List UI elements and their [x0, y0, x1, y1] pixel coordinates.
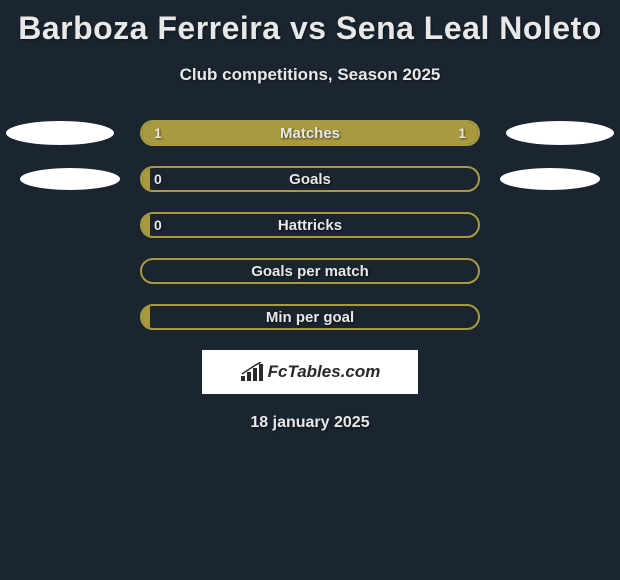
stat-label: Goals per match [251, 263, 369, 280]
logo-box: FcTables.com [202, 350, 418, 394]
stat-value-right: 1 [458, 125, 466, 141]
bar-track: 0 Goals [140, 166, 480, 192]
stat-value-left: 1 [154, 125, 162, 141]
bar-fill [142, 168, 150, 190]
stat-value-left: 0 [154, 171, 162, 187]
bar-fill [142, 306, 150, 328]
logo-content: FcTables.com [240, 362, 381, 382]
stat-label: Min per goal [266, 309, 354, 326]
stat-row-matches: 1 Matches 1 [0, 120, 620, 146]
bar-track: 0 Hattricks [140, 212, 480, 238]
page-title: Barboza Ferreira vs Sena Leal Noleto [0, 10, 620, 47]
stat-row-hattricks: 0 Hattricks [0, 212, 620, 238]
chart-icon [240, 362, 264, 382]
stat-row-goals-per-match: Goals per match [0, 258, 620, 284]
stat-label: Hattricks [278, 217, 342, 234]
ellipse-left-icon [20, 168, 120, 190]
stat-row-min-per-goal: Min per goal [0, 304, 620, 330]
ellipse-right-icon [506, 121, 614, 145]
stat-label: Goals [289, 171, 331, 188]
bar-fill [142, 214, 150, 236]
bar-track: Goals per match [140, 258, 480, 284]
date-text: 18 january 2025 [0, 414, 620, 432]
comparison-container: Barboza Ferreira vs Sena Leal Noleto Clu… [0, 0, 620, 442]
bar-track: Min per goal [140, 304, 480, 330]
bar-track: 1 Matches 1 [140, 120, 480, 146]
ellipse-right-icon [500, 168, 600, 190]
stat-value-left: 0 [154, 217, 162, 233]
page-subtitle: Club competitions, Season 2025 [0, 65, 620, 85]
stat-row-goals: 0 Goals [0, 166, 620, 192]
ellipse-left-icon [6, 121, 114, 145]
logo-text: FcTables.com [268, 362, 381, 382]
stat-label: Matches [280, 125, 340, 142]
